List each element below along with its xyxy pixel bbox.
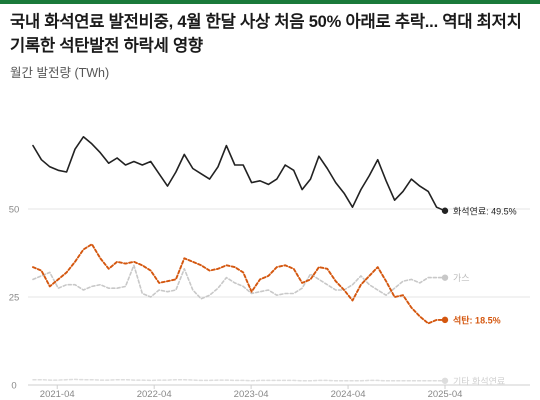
end-points — [441, 207, 449, 384]
x-tick-2021-04: 2021-04 — [40, 389, 75, 400]
end-label-2: 가스 — [453, 273, 470, 283]
series-line-2 — [32, 264, 446, 300]
x-tick-2022-04: 2022-04 — [137, 389, 172, 400]
x-tick-2023-04: 2023-04 — [234, 389, 269, 400]
end-label-1: 석탄: 18.5% — [453, 314, 501, 325]
y-tick-labels: 0 25 50 — [9, 205, 20, 392]
series-lines — [32, 136, 446, 382]
series-line-0 — [32, 136, 446, 212]
y-tick-0: 0 — [11, 381, 16, 392]
end-point-2 — [441, 274, 449, 281]
y-axis-label: 월간 발전량 (TWh) — [10, 66, 110, 80]
end-point-0 — [441, 207, 449, 214]
page-title: 국내 화석연료 발전비중, 4월 한달 사상 처음 50% 아래로 추락... … — [10, 13, 522, 55]
end-point-1 — [441, 316, 449, 324]
grid-lines — [28, 208, 530, 389]
top-accent-rule — [0, 0, 540, 4]
y-tick-25: 25 — [9, 293, 20, 304]
series-line-3 — [32, 378, 446, 382]
x-tick-2025-04: 2025-04 — [428, 389, 463, 400]
series-line-1 — [32, 243, 446, 325]
y-tick-50: 50 — [9, 205, 20, 216]
end-label-0: 화석연료: 49.5% — [453, 206, 517, 216]
x-tick-2024-04: 2024-04 — [331, 389, 366, 400]
end-label-3: 기타 화석연료 — [453, 376, 505, 386]
x-tick-labels: 2021-04 2022-04 2023-04 2024-04 2025-04 — [40, 389, 463, 400]
end-point-3 — [441, 377, 449, 384]
